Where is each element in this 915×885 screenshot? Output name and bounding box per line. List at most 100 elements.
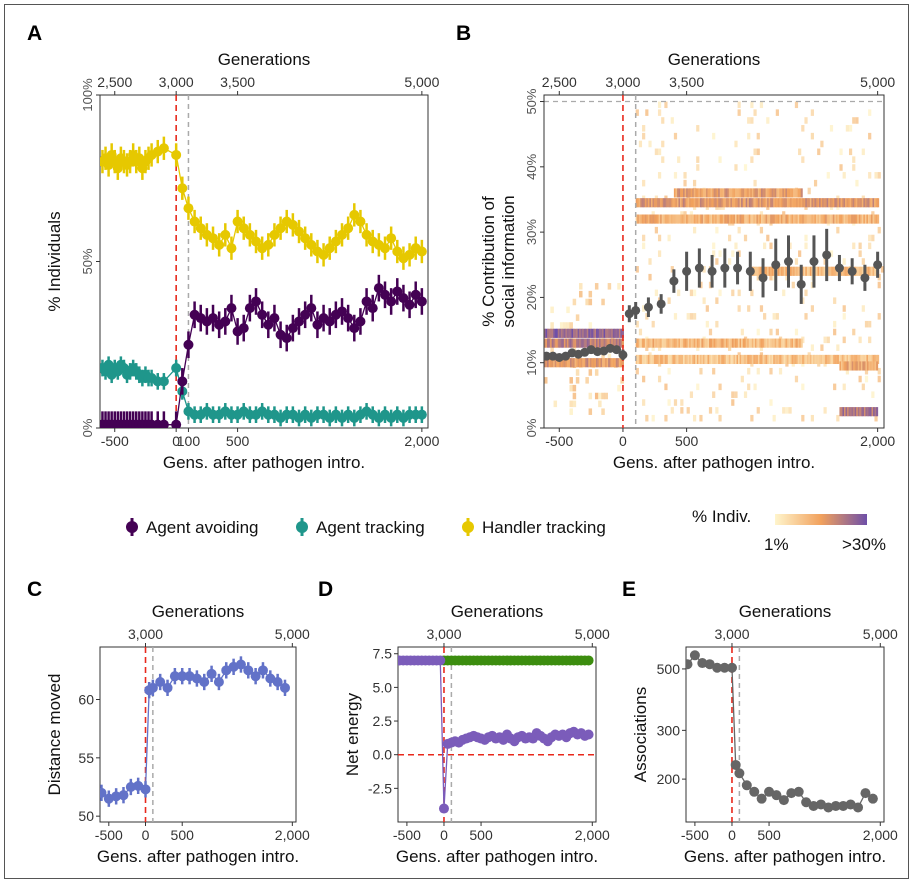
heat-band-cell <box>709 338 712 348</box>
heat-band-cell <box>655 198 658 208</box>
heat-cell <box>801 297 805 304</box>
heat-cell <box>747 367 751 375</box>
heat-band-cell <box>826 198 829 208</box>
heat-band-cell <box>661 198 664 208</box>
heat-cell <box>823 258 827 265</box>
heat-band-cell <box>547 328 550 338</box>
heat-band-cell <box>559 328 562 338</box>
heat-band-cell <box>779 188 782 198</box>
data-point <box>287 219 298 230</box>
data-point <box>243 665 254 676</box>
data-point <box>269 313 280 324</box>
heat-band-cell <box>748 338 751 348</box>
heat-band-cell <box>767 354 770 365</box>
data-point <box>686 659 693 670</box>
data-point <box>189 216 200 227</box>
heat-band-cell <box>722 338 725 348</box>
heat-band-cell <box>544 328 547 338</box>
heat-band-cell <box>756 214 759 224</box>
heat-band-cell <box>696 214 699 224</box>
heat-band-cell <box>705 354 709 365</box>
heat-band-cell <box>650 198 653 208</box>
heat-cell <box>696 164 700 171</box>
heat-band-cell <box>690 354 693 365</box>
heat-cell <box>833 383 837 391</box>
heat-band-cell <box>786 338 789 348</box>
heat-cell <box>804 289 808 297</box>
heat-cell <box>766 234 770 242</box>
heat-cell <box>775 313 779 320</box>
data-point <box>300 233 311 244</box>
heat-band-cell <box>838 198 841 208</box>
heat-cell <box>718 383 722 391</box>
x-tick-label: 500 <box>469 827 493 843</box>
heat-band-cell <box>620 358 623 368</box>
heat-band-cell <box>612 358 615 368</box>
heat-band-cell <box>641 198 644 208</box>
heat-band-cell <box>606 328 609 338</box>
heat-band-cell <box>843 354 846 365</box>
heat-band-cell <box>742 214 745 224</box>
heat-band-cell <box>794 188 797 198</box>
heat-band-cell <box>846 214 849 224</box>
heat-band-cell <box>754 188 757 198</box>
heat-cell <box>689 313 694 320</box>
heat-cell <box>712 250 716 257</box>
heat-band-cell <box>646 338 649 348</box>
heat-band-cell <box>678 214 681 224</box>
heat-band-cell <box>869 198 872 208</box>
heat-cell <box>594 392 599 400</box>
heat-cell <box>864 320 869 328</box>
heat-cell <box>775 109 779 116</box>
heat-cell <box>657 148 662 156</box>
data-point <box>416 409 427 420</box>
heat-band-cell <box>782 198 785 208</box>
heat-band-cell <box>777 214 780 224</box>
heat-band-cell <box>780 354 783 365</box>
heat-cell <box>833 328 837 336</box>
panel-letter-C: C <box>27 578 42 601</box>
heat-cell <box>737 109 741 116</box>
heat-cell <box>810 305 814 312</box>
heat-cell <box>852 328 856 336</box>
heat-band-cell <box>808 214 811 224</box>
heat-band-cell <box>695 338 698 348</box>
heat-band-cell <box>727 188 730 198</box>
heat-cell <box>601 408 605 415</box>
heat-band-cell <box>721 188 724 198</box>
heat-band-cell <box>806 354 809 365</box>
heat-band-cell <box>683 198 686 208</box>
heat-band-cell <box>733 188 736 198</box>
heat-band-cell <box>796 188 799 198</box>
data-point <box>712 662 723 673</box>
heat-band-cell <box>680 354 683 365</box>
heat-band-cell <box>650 214 653 224</box>
heat-band-cell <box>577 328 580 338</box>
heat-cell <box>855 117 859 124</box>
heat-cell <box>772 414 776 422</box>
heat-band-cell <box>857 266 860 276</box>
heat-band-cell <box>762 214 765 224</box>
heat-cell <box>670 266 674 273</box>
heat-band-cell <box>574 358 577 368</box>
heat-band-cell <box>606 338 609 348</box>
data-point <box>749 786 760 797</box>
heat-band-cell <box>673 188 676 198</box>
heat-cell <box>737 250 741 257</box>
heat-band-cell <box>713 214 716 224</box>
heat-band-cell <box>854 198 857 208</box>
heat-band-cell <box>808 266 811 276</box>
heat-band-cell <box>814 214 817 224</box>
heat-band-cell <box>819 354 822 365</box>
y-tick-label: 0% <box>524 418 539 437</box>
series <box>398 655 594 814</box>
heat-cell <box>826 172 830 179</box>
heat-band-cell <box>754 198 757 208</box>
heat-band-cell <box>722 198 725 208</box>
y-tick-label: 0.0 <box>373 747 393 763</box>
heat-band-cell <box>780 198 783 208</box>
heat-band-cell <box>576 358 579 368</box>
heat-band-cell <box>644 354 647 365</box>
y-axis-title: % Contribution ofsocial information <box>479 195 518 327</box>
heat-cell <box>861 305 865 312</box>
